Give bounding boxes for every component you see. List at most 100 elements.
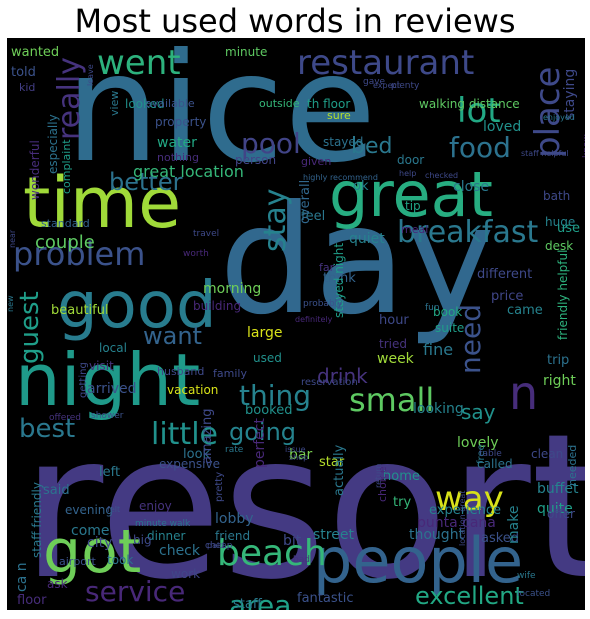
word-arrived: arrived (87, 381, 137, 397)
word-check: check (159, 543, 200, 559)
word-huge: huge (545, 215, 576, 229)
word-staff: staff (233, 597, 262, 610)
word-feel: feel (301, 209, 326, 224)
word-getting: getting (78, 362, 89, 398)
word-lot: lot (457, 91, 501, 131)
word-got: got (43, 517, 142, 587)
word-told: told (11, 65, 36, 80)
word-bad: bad (293, 555, 310, 565)
word-going: going (229, 418, 297, 446)
word-took: took (107, 553, 134, 567)
word-amazing: amazing (200, 408, 215, 464)
word-bed: bed (351, 134, 393, 159)
word-used: used (253, 351, 282, 365)
word-located: located (517, 589, 551, 599)
word-quiet: quiet (349, 231, 385, 247)
word-definitely: definitely (295, 315, 333, 324)
word-small: small (349, 381, 435, 419)
word-minute-walk: minute walk (135, 519, 191, 529)
word-fine: fine (423, 340, 454, 359)
word-stay: stay (258, 188, 293, 252)
word-breakfast: breakfast (397, 215, 539, 250)
word-complaint: complaint (60, 139, 73, 194)
word-restaurant: restaurant (297, 43, 475, 83)
word-better: better (109, 168, 183, 196)
word-punta-cana: punta cana (417, 515, 496, 531)
word-location-great: location great (458, 490, 467, 546)
word-n: n (509, 366, 539, 420)
word-best: best (19, 414, 76, 444)
word-person: person (235, 153, 277, 167)
word-street: street (313, 527, 354, 543)
word-husband: husband (157, 365, 205, 378)
word-overall: overall (298, 179, 313, 224)
word-pretty: pretty (214, 471, 225, 502)
word-offer: offer (547, 507, 575, 521)
word-ca-n: ca n (14, 562, 30, 592)
word-walking-distance: walking distance (419, 97, 520, 111)
word-beautiful: beautiful (51, 303, 109, 318)
word-friend: friend (215, 529, 251, 543)
word-work: work (171, 567, 201, 581)
word-people: people (313, 524, 524, 597)
word-large: large (247, 325, 283, 341)
word-probably: probably (303, 299, 343, 309)
word-clean: clean (531, 447, 564, 461)
word-enjoy: enjoy (139, 499, 172, 513)
word-experience: experience (429, 503, 502, 518)
word-food: food (449, 131, 511, 164)
word-trip: trip (547, 353, 570, 368)
word-resort: resort (21, 391, 585, 610)
word-reservation: reservation (301, 377, 358, 388)
cloud-title: Most used words in reviews (74, 2, 516, 40)
word-cloud: resort day nice time great night good people got… (7, 38, 585, 610)
word-home: home (383, 469, 420, 484)
word-want: want (143, 322, 202, 350)
word-sure: sure (327, 109, 351, 122)
word-looked: looked (125, 97, 165, 111)
word-nothing: nothing (157, 151, 199, 164)
word-right: right (543, 373, 576, 389)
word-family: family (213, 367, 247, 380)
word-bit: bit (283, 533, 302, 549)
word-new: new (7, 295, 15, 312)
word-left: left (99, 465, 121, 480)
word-stayed: stayed (323, 135, 364, 149)
word-meal: meal (401, 223, 429, 236)
word-gave: gave (363, 77, 386, 87)
word-called: called (477, 457, 513, 471)
word-view: view (108, 90, 121, 116)
word-looking: looking (413, 401, 464, 417)
word-look: look (183, 447, 211, 462)
word-buffet: buffet (537, 481, 579, 497)
word-leave: leave (86, 64, 95, 86)
word-evening: evening (65, 503, 114, 517)
word-wonderful: wonderful (28, 140, 42, 200)
word-near: near (8, 229, 17, 248)
word-issue: issue (285, 445, 306, 454)
word-ok: ok (353, 179, 369, 194)
word-especially: especially (46, 114, 60, 174)
word-good: good (57, 269, 217, 343)
word-time: time (23, 162, 182, 244)
word-offered: offered (49, 413, 81, 423)
word-minute: minute (225, 45, 268, 59)
word-different: different (477, 267, 533, 282)
word-wanted: wanted (11, 45, 60, 60)
word-expensive: expensive (159, 457, 220, 471)
word-service: service (85, 575, 186, 608)
word-thought: thought (409, 527, 465, 543)
word-highly-recommend: highly recommend (303, 173, 378, 182)
word-floor: floor (17, 593, 47, 608)
word-use: use (557, 221, 581, 236)
word-thing: thing (239, 379, 312, 412)
word-quite: quite (537, 501, 573, 517)
word-day: day (219, 174, 495, 348)
word-great: great (329, 158, 493, 231)
word-staff-helpful: staff helpful (521, 149, 569, 158)
word-tip: tip (405, 199, 421, 213)
word-problem: problem (13, 235, 146, 273)
word-night: night (15, 338, 201, 422)
word-worth: worth (183, 249, 209, 259)
word-expect: expect (373, 81, 401, 90)
